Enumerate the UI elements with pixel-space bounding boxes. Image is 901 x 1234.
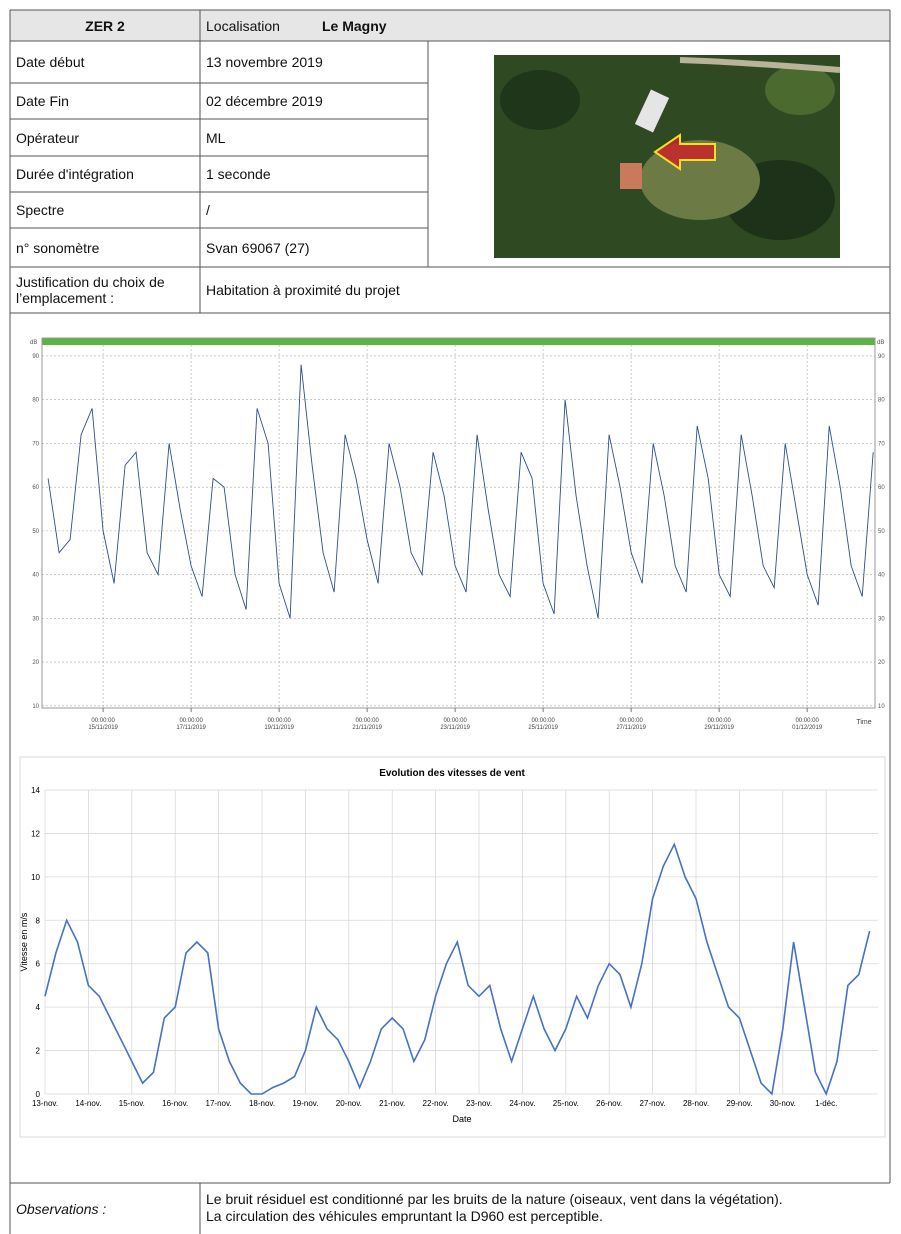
y-tick-label: 30 — [32, 616, 39, 622]
x-tick-label: 25-nov. — [553, 1099, 579, 1108]
x-tick-label: 20-nov. — [336, 1099, 362, 1108]
y-tick-label: 4 — [36, 1003, 41, 1012]
chart-frame — [20, 757, 885, 1137]
plot-frame — [42, 338, 875, 708]
x-axis-label: Time — [856, 719, 871, 726]
x-tick-label: 21-nov. — [379, 1099, 405, 1108]
y-tick-label: 0 — [36, 1090, 41, 1099]
page: ZER 2 Localisation Le Magny Date début13… — [0, 0, 901, 1234]
y-tick-label: 8 — [36, 916, 41, 925]
y-tick-label: 20 — [32, 660, 39, 666]
x-tick-label: 27-nov. — [640, 1099, 666, 1108]
x-tick-label: 19-nov. — [292, 1099, 318, 1108]
y-tick-label: 50 — [878, 529, 885, 535]
x-tick-label: 14-nov. — [75, 1099, 101, 1108]
y-tick-label: 80 — [32, 398, 39, 404]
y-unit: dB — [877, 340, 884, 346]
y-tick-label: 90 — [32, 354, 39, 360]
y-tick-label: 40 — [32, 573, 39, 579]
y-tick-label: 70 — [32, 441, 39, 447]
chart-title: Evolution des vitesses de vent — [379, 768, 525, 779]
data-line — [48, 365, 873, 619]
y-tick-label: 30 — [878, 616, 885, 622]
x-tick-label: 29-nov. — [726, 1099, 752, 1108]
y-tick-label: 90 — [878, 354, 885, 360]
y-tick-label: 20 — [878, 660, 885, 666]
x-tick-label: 22-nov. — [423, 1099, 449, 1108]
y-tick-label: 70 — [878, 441, 885, 447]
y-tick-label: 60 — [878, 485, 885, 491]
y-tick-label: 80 — [878, 398, 885, 404]
x-tick-label: 26-nov. — [596, 1099, 622, 1108]
x-tick-label: 15-nov. — [119, 1099, 145, 1108]
y-tick-label: 2 — [36, 1047, 41, 1056]
x-tick-label: 18-nov. — [249, 1099, 275, 1108]
x-tick-label: 24-nov. — [509, 1099, 535, 1108]
x-axis-label: Date — [452, 1114, 471, 1124]
y-tick-label: 60 — [32, 485, 39, 491]
y-tick-label: 10 — [31, 873, 40, 882]
aerial-photo — [494, 55, 840, 258]
x-tick-label: 17-nov. — [206, 1099, 232, 1108]
y-tick-label: 10 — [878, 704, 885, 710]
y-axis-label: Vitesse en m/s — [19, 912, 29, 971]
x-tick-label: 1-déc. — [815, 1099, 837, 1108]
data-line — [45, 844, 870, 1094]
x-tick-label: 13-nov. — [32, 1099, 58, 1108]
y-tick-label: 50 — [32, 529, 39, 535]
x-tick-label: 30-nov. — [770, 1099, 796, 1108]
x-tick-label: 23-nov. — [466, 1099, 492, 1108]
y-tick-label: 10 — [32, 704, 39, 710]
y-tick-label: 6 — [36, 960, 41, 969]
x-tick-label: 28-nov. — [683, 1099, 709, 1108]
y-unit: dB — [30, 340, 37, 346]
y-tick-label: 14 — [31, 786, 40, 795]
status-bar — [42, 338, 875, 345]
x-tick-label: 16-nov. — [162, 1099, 188, 1108]
y-tick-label: 12 — [31, 829, 40, 838]
drawing: dB dB Time Evolution des vitesses de ven… — [0, 0, 901, 1234]
y-tick-label: 40 — [878, 573, 885, 579]
